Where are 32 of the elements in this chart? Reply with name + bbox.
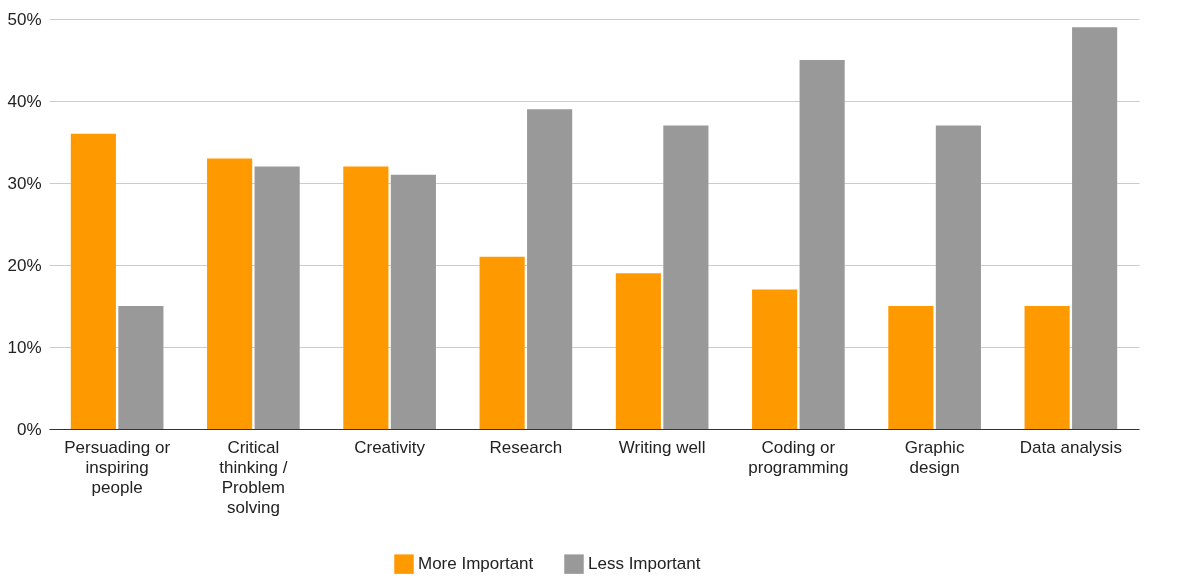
x-tick-label: Graphic design xyxy=(904,437,965,477)
x-tick-label: Research xyxy=(489,437,563,457)
bar xyxy=(343,166,389,429)
bar xyxy=(752,289,798,429)
bar xyxy=(1072,27,1118,429)
bar xyxy=(799,60,845,429)
y-tick-label: 10% xyxy=(7,337,42,357)
bar xyxy=(888,306,934,429)
bar xyxy=(207,158,253,429)
bar xyxy=(254,166,300,429)
y-tick-label: 0% xyxy=(16,419,42,439)
legend-label: Less Important xyxy=(588,554,701,574)
y-tick-label: 30% xyxy=(7,173,42,193)
bar xyxy=(527,109,573,429)
x-tick-label: Data analysis xyxy=(1019,437,1122,457)
bar xyxy=(118,306,164,429)
bar xyxy=(479,256,525,429)
bar xyxy=(390,174,436,429)
bar xyxy=(663,125,709,429)
bar xyxy=(935,125,981,429)
x-tick-label: Coding or programming xyxy=(748,437,849,477)
y-tick-label: 40% xyxy=(7,91,42,111)
x-tick-label: Persuading or inspiring people xyxy=(64,437,171,497)
bar xyxy=(615,273,661,429)
x-tick-label: Writing well xyxy=(618,437,706,457)
x-tick-label: Critical thinking / Problem solving xyxy=(219,437,288,517)
y-tick-label: 50% xyxy=(7,9,42,29)
y-tick-label: 20% xyxy=(7,255,42,275)
bar xyxy=(70,133,116,429)
legend-label: More Important xyxy=(418,554,534,574)
bar xyxy=(1024,306,1070,429)
x-tick-label: Creativity xyxy=(354,437,426,457)
